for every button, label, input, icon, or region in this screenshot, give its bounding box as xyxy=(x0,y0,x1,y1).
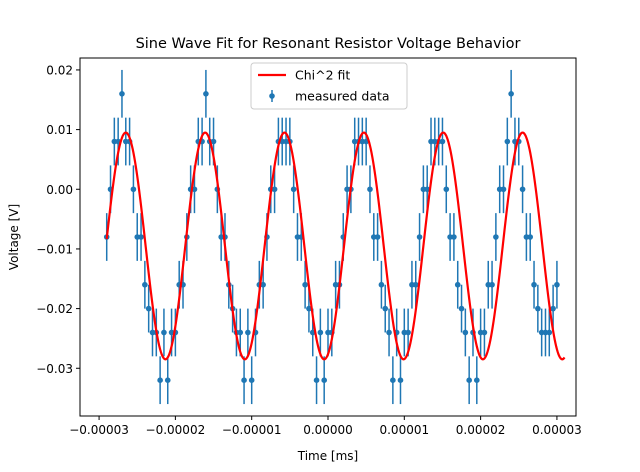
data-point xyxy=(321,377,327,384)
chart-title: Sine Wave Fit for Resonant Resistor Volt… xyxy=(136,36,521,52)
data-point xyxy=(260,281,266,288)
y-tick-label: −0.02 xyxy=(36,302,73,316)
data-point xyxy=(290,186,297,193)
x-tick-label: 0.00000 xyxy=(303,423,353,437)
data-point xyxy=(546,329,553,336)
data-point xyxy=(138,234,144,240)
data-point xyxy=(248,377,255,384)
data-point xyxy=(519,186,526,193)
data-point xyxy=(500,186,507,193)
x-tick-label: 0.00002 xyxy=(456,423,506,437)
data-point xyxy=(424,186,431,193)
data-point xyxy=(531,281,537,288)
data-point xyxy=(508,91,514,97)
data-point xyxy=(313,377,320,384)
legend-entry-fit: Chi^2 fit xyxy=(295,68,350,83)
legend-entry-measured: measured data xyxy=(295,89,390,104)
legend-point-marker xyxy=(269,93,275,99)
data-point xyxy=(451,234,457,240)
data-point xyxy=(454,281,461,288)
fit-curve xyxy=(105,131,566,361)
data-point xyxy=(474,377,480,384)
data-point xyxy=(458,305,465,312)
data-point xyxy=(550,305,556,312)
data-point xyxy=(378,281,385,288)
data-point xyxy=(481,329,488,336)
data-point xyxy=(554,281,560,288)
data-point xyxy=(493,234,499,240)
y-axis-label: Voltage [V] xyxy=(7,204,21,270)
legend-box xyxy=(250,62,408,110)
x-axis-label: Time [ms] xyxy=(297,449,359,463)
data-point xyxy=(390,377,396,384)
data-point xyxy=(142,281,148,288)
data-point xyxy=(374,234,381,240)
y-tick-label: −0.01 xyxy=(36,242,73,256)
data-point xyxy=(164,377,171,384)
x-tick-label: −0.00001 xyxy=(222,423,282,437)
x-tick-label: 0.00001 xyxy=(379,423,429,437)
data-point xyxy=(241,377,247,384)
data-point xyxy=(271,186,278,193)
data-point xyxy=(466,377,472,384)
plot-area: −0.00003 −0.00002 −0.00001 0.00000 0.00001 0.… xyxy=(36,57,582,437)
data-point xyxy=(157,377,163,384)
data-point xyxy=(203,91,209,97)
data-point xyxy=(382,305,389,312)
y-tick-label: 0.00 xyxy=(46,183,73,197)
data-point xyxy=(412,281,419,288)
x-tick-label: 0.00003 xyxy=(532,423,582,437)
data-point xyxy=(386,329,392,336)
data-point xyxy=(439,138,446,145)
data-point xyxy=(397,377,404,384)
data-point xyxy=(306,305,312,312)
x-tick-label: −0.00002 xyxy=(146,423,206,437)
data-point xyxy=(145,305,152,312)
y-tick-label: 0.02 xyxy=(46,63,73,77)
data-point xyxy=(130,186,137,193)
legend: Chi^2 fit measured data xyxy=(250,62,408,110)
y-tick-label: −0.03 xyxy=(36,362,73,376)
data-point xyxy=(489,281,495,288)
data-point xyxy=(405,329,411,336)
data-point xyxy=(443,186,450,193)
data-point xyxy=(119,91,125,97)
data-point xyxy=(317,329,324,336)
data-point xyxy=(237,329,244,336)
data-point xyxy=(504,138,511,145)
data-point xyxy=(462,329,469,336)
data-point xyxy=(161,329,167,336)
data-point xyxy=(367,186,373,193)
data-point xyxy=(302,281,308,288)
y-tick-label: 0.01 xyxy=(46,123,73,137)
data-point xyxy=(416,234,423,240)
data-point xyxy=(245,329,251,336)
data-point xyxy=(527,234,534,240)
data-point xyxy=(210,138,217,145)
x-tick-label: −0.00003 xyxy=(69,423,129,437)
data-point xyxy=(535,305,541,312)
